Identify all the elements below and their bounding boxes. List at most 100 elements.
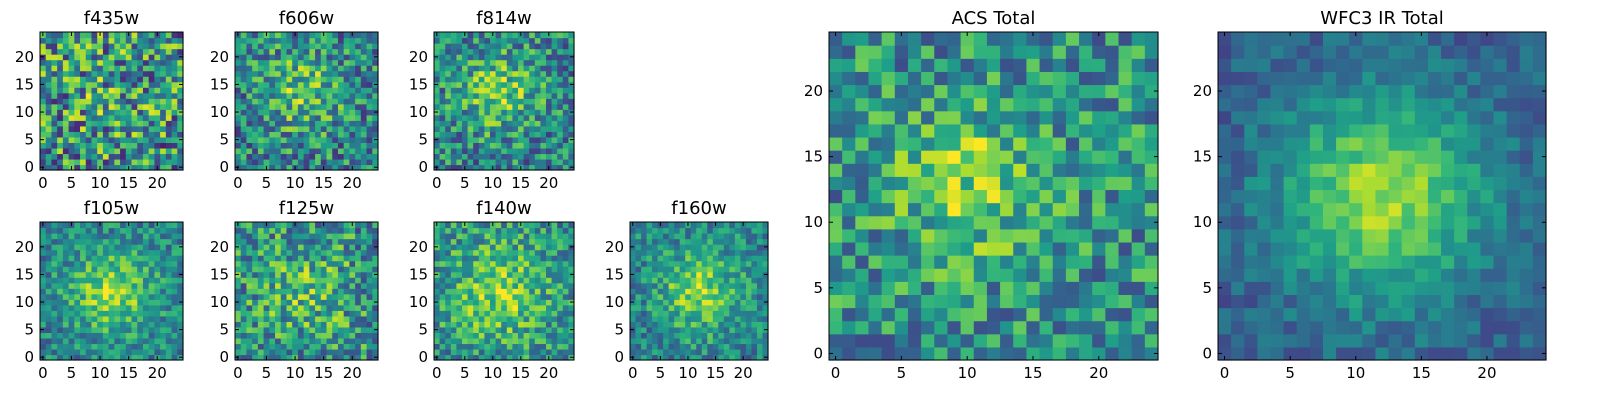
heatmap-cell xyxy=(518,125,525,132)
heatmap-cell xyxy=(641,255,648,262)
heatmap-cell xyxy=(303,37,310,44)
heatmap-cell xyxy=(707,310,714,317)
heatmap-cell xyxy=(51,310,58,317)
heatmap-cell xyxy=(263,59,270,66)
heatmap-cell xyxy=(501,277,508,284)
heatmap-cell xyxy=(562,54,569,61)
heatmap-cell xyxy=(646,321,653,328)
heatmap-cell xyxy=(142,282,150,289)
heatmap-cell xyxy=(108,131,115,138)
heatmap-cell xyxy=(512,92,519,99)
heatmap-cell xyxy=(478,153,485,160)
heatmap-cell xyxy=(445,48,452,55)
heatmap-cell xyxy=(467,260,474,267)
heatmap-cell xyxy=(326,109,333,116)
heatmap-cell xyxy=(518,136,525,143)
heatmap-cell xyxy=(51,87,58,94)
heatmap-cell xyxy=(540,332,547,339)
heatmap-cell xyxy=(366,142,373,149)
heatmap-cell xyxy=(635,271,642,278)
heatmap-cell xyxy=(315,233,322,240)
heatmap-cell xyxy=(108,266,115,273)
heatmap-cell xyxy=(456,32,463,39)
heatmap-cell xyxy=(297,87,305,94)
heatmap-cell xyxy=(501,222,508,229)
heatmap-cell xyxy=(286,48,293,55)
heatmap-cell xyxy=(551,348,558,356)
heatmap-cell xyxy=(125,282,133,289)
heatmap-cell xyxy=(292,277,299,284)
heatmap-cell xyxy=(947,333,962,348)
heatmap-cell xyxy=(756,315,764,322)
heatmap-cell xyxy=(529,260,536,267)
heatmap-cell xyxy=(102,125,110,132)
heatmap-cell xyxy=(523,233,530,240)
heatmap-cell xyxy=(165,249,173,256)
heatmap-cell xyxy=(154,147,161,155)
heatmap-cell xyxy=(154,227,161,234)
heatmap-cell xyxy=(131,54,138,61)
heatmap-cell xyxy=(142,271,150,278)
heatmap-cell xyxy=(148,337,155,345)
heatmap-cell xyxy=(1065,228,1080,243)
heatmap-cell xyxy=(473,142,480,149)
heatmap-cell xyxy=(235,125,242,132)
heatmap-cell xyxy=(506,54,513,61)
heatmap-cell xyxy=(473,164,480,171)
heatmap-cell xyxy=(495,304,502,311)
heatmap-cell xyxy=(337,59,345,66)
heatmap-cell xyxy=(557,343,564,350)
heatmap-cell xyxy=(40,315,47,322)
heatmap-cell xyxy=(68,109,75,116)
heatmap-cell xyxy=(108,343,115,350)
heatmap-cell xyxy=(1079,281,1093,295)
heatmap-cell xyxy=(148,288,155,295)
heatmap-cell xyxy=(355,255,362,262)
heatmap-cell xyxy=(309,315,316,322)
heatmap-cell xyxy=(303,158,310,166)
heatmap-cell xyxy=(171,76,178,83)
heatmap-cell xyxy=(85,70,93,77)
heatmap-cell xyxy=(450,87,457,94)
heatmap-cell xyxy=(51,59,58,66)
heatmap-cell xyxy=(495,103,502,110)
heatmap-cell xyxy=(343,43,350,50)
heatmap-cell xyxy=(326,48,333,55)
heatmap-cell xyxy=(756,222,764,229)
heatmap-cell xyxy=(921,163,935,177)
heatmap-cell xyxy=(478,164,485,171)
heatmap-cell xyxy=(652,260,659,267)
heatmap-cell xyxy=(286,43,293,50)
heatmap-cell xyxy=(177,332,184,339)
heatmap-cell xyxy=(445,244,452,251)
heatmap-cell xyxy=(734,343,741,350)
heatmap-cell xyxy=(434,142,441,149)
heatmap-cell xyxy=(326,337,333,345)
heatmap-cell xyxy=(701,222,708,229)
heatmap-cell xyxy=(523,131,530,138)
heatmap-cell xyxy=(450,136,457,143)
heatmap-cell xyxy=(51,109,58,116)
heatmap-cell xyxy=(690,337,697,345)
heatmap-cell xyxy=(102,222,110,229)
heatmap-cell xyxy=(529,37,536,44)
heatmap-cell xyxy=(450,321,457,328)
heatmap-cell xyxy=(80,288,87,295)
heatmap-cell xyxy=(478,277,485,284)
heatmap-cell xyxy=(701,310,708,317)
heatmap-cell xyxy=(91,337,98,345)
heatmap-cell xyxy=(177,348,184,356)
heatmap-cell xyxy=(712,348,719,356)
heatmap-cell xyxy=(635,293,642,300)
heatmap-cell xyxy=(484,114,491,121)
heatmap-cell xyxy=(160,103,167,110)
heatmap-cell xyxy=(355,315,362,322)
heatmap-cell xyxy=(523,255,530,262)
heatmap-cell xyxy=(292,131,299,138)
heatmap-cell xyxy=(275,337,282,345)
heatmap-cell xyxy=(102,131,110,138)
heatmap-cell xyxy=(546,59,553,66)
heatmap-cell xyxy=(663,343,670,350)
heatmap-cell xyxy=(292,326,299,333)
heatmap-cell xyxy=(495,109,502,116)
